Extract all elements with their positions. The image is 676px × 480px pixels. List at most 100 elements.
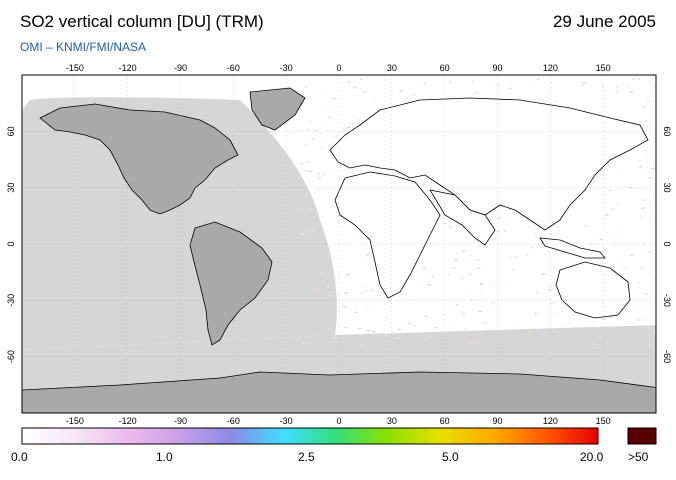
so2-speckle	[489, 282, 493, 284]
so2-speckle	[638, 78, 641, 80]
so2-speckle	[646, 166, 648, 168]
graticule-grid	[22, 75, 656, 413]
so2-speckle	[342, 129, 345, 131]
so2-speckle	[308, 119, 312, 121]
so2-speckle	[508, 87, 512, 89]
so2-speckle	[497, 217, 501, 219]
so2-speckle	[397, 295, 401, 297]
so2-speckle	[309, 208, 313, 210]
tick-label: -60	[662, 350, 672, 363]
so2-speckle	[452, 267, 456, 269]
map-date: 29 June 2005	[552, 12, 656, 31]
so2-speckle	[327, 315, 329, 318]
so2-speckle	[541, 333, 544, 335]
colorbar-label-2-5: 2.5	[298, 450, 315, 464]
so2-speckle	[471, 80, 474, 82]
so2-speckle	[302, 130, 304, 132]
so2-speckle	[354, 311, 357, 313]
so2-speckle	[552, 260, 555, 262]
so2-speckle	[404, 347, 406, 349]
greenland-landmass	[249, 87, 306, 131]
so2-speckle	[536, 291, 540, 293]
so2-speckle	[411, 298, 414, 300]
so2-speckle	[366, 330, 370, 332]
so2-speckle	[427, 284, 431, 286]
so2-speckle	[515, 256, 518, 258]
so2-speckle	[526, 254, 529, 256]
so2-speckle	[475, 92, 478, 94]
so2-speckle	[585, 189, 587, 191]
tick-label: 60	[440, 63, 450, 73]
so2-speckle	[332, 98, 336, 100]
so2-speckle	[470, 342, 474, 344]
so2-speckle	[644, 120, 648, 122]
so2-speckle	[325, 137, 327, 140]
so2-speckle	[648, 79, 650, 81]
so2-speckle	[422, 268, 426, 270]
so2-speckle	[360, 292, 364, 295]
so2-speckle	[623, 312, 627, 314]
so2-speckle	[300, 209, 303, 211]
tick-label: 90	[492, 416, 502, 426]
so2-speckle	[626, 85, 629, 87]
so2-speckle	[330, 171, 332, 173]
tick-label: -120	[119, 416, 137, 426]
so2-speckle	[313, 130, 318, 132]
colorbar-overflow-swatch	[627, 427, 657, 445]
so2-speckle	[380, 333, 383, 335]
maritime-southeast-asia	[539, 237, 606, 259]
so2-speckle	[448, 274, 451, 276]
so2-speckle	[320, 132, 322, 134]
so2-speckle	[629, 254, 633, 256]
so2-speckle	[393, 331, 395, 333]
so2-speckle	[306, 129, 309, 131]
so2-speckle	[370, 289, 373, 291]
so2-speckle	[329, 294, 332, 297]
south-america-landmass	[189, 221, 273, 346]
so2-speckle	[470, 299, 473, 301]
so2-speckle	[534, 314, 536, 316]
so2-speckle	[301, 342, 305, 344]
so2-speckle	[637, 167, 641, 169]
so2-speckle	[470, 288, 473, 291]
so2-speckle	[479, 282, 483, 284]
so2-speckle	[599, 335, 602, 337]
so2-speckle	[629, 95, 631, 97]
tick-label: -60	[227, 416, 240, 426]
so2-speckle	[549, 284, 552, 286]
so2-speckle	[372, 98, 376, 100]
so2-speckle	[352, 234, 355, 237]
tick-label: 150	[596, 63, 611, 73]
so2-speckle	[547, 289, 552, 291]
so2-speckle	[542, 273, 546, 275]
so2-speckle	[609, 316, 613, 318]
so2-speckle	[533, 80, 535, 82]
tick-label: 0	[336, 416, 341, 426]
so2-speckle	[457, 226, 459, 228]
tick-label: 0	[6, 241, 16, 246]
so2-speckle	[653, 330, 656, 332]
so2-speckle	[646, 100, 650, 102]
land-masses	[22, 87, 656, 413]
so2-speckle	[582, 82, 586, 84]
so2-speckle	[323, 242, 328, 244]
so2-speckle	[413, 325, 416, 327]
so2-speckle	[642, 199, 647, 201]
so2-speckle	[347, 273, 351, 275]
so2-speckle	[360, 344, 363, 346]
so2-speckle	[646, 155, 648, 157]
so2-speckle	[398, 173, 401, 175]
so2-speckle	[534, 98, 537, 100]
so2-speckle	[395, 336, 396, 338]
so2-speckle	[359, 78, 363, 80]
tick-label: 120	[543, 63, 558, 73]
so2-speckle	[434, 327, 438, 329]
so2-speckle	[427, 336, 430, 338]
so2-speckle	[307, 169, 309, 171]
so2-speckle	[454, 259, 458, 261]
so2-speckle	[390, 104, 392, 106]
so2-speckle	[482, 322, 487, 324]
so2-speckle	[616, 86, 619, 88]
so2-speckle	[365, 255, 368, 257]
